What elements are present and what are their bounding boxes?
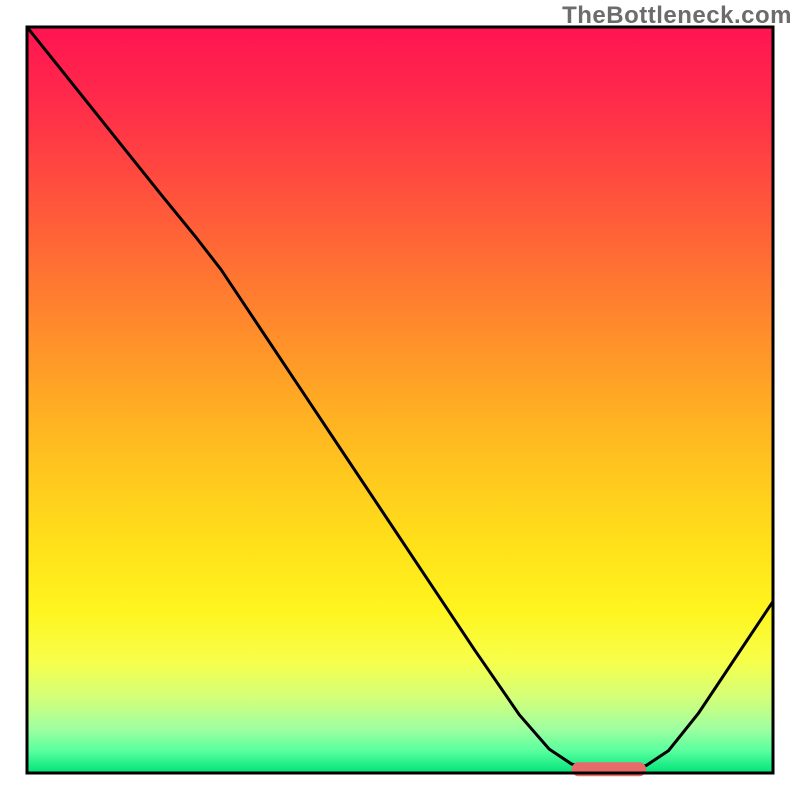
bottleneck-chart — [0, 0, 800, 800]
chart-container: TheBottleneck.com — [0, 0, 800, 800]
gradient-background — [27, 27, 773, 773]
plot-area — [27, 27, 773, 776]
watermark-text: TheBottleneck.com — [562, 2, 792, 30]
